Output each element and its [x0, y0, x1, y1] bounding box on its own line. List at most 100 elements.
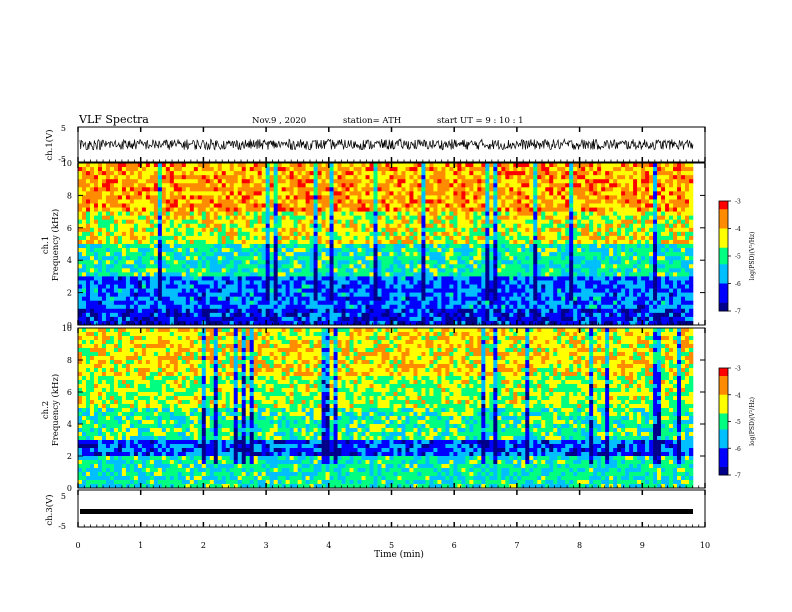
spectrogram-cell	[433, 288, 438, 293]
spectrogram-cell	[345, 316, 350, 322]
spectrogram-cell	[453, 175, 458, 180]
spectrogram-cell	[369, 292, 374, 297]
spectrogram-cell	[521, 284, 526, 289]
spectrogram-cell	[497, 264, 502, 269]
spectrogram-cell	[145, 207, 151, 212]
spectrogram-cell	[553, 163, 558, 168]
spectrogram-cell	[78, 227, 83, 233]
spectrogram-cell	[245, 199, 251, 204]
spectrogram-cell	[121, 272, 127, 277]
spectrogram-cell	[309, 252, 314, 257]
spectrogram-cell	[505, 260, 510, 265]
spectrogram-cell	[433, 211, 438, 216]
spectrogram-cell	[517, 167, 522, 172]
spectrogram-cell	[193, 223, 199, 229]
spectrogram-cell	[101, 175, 107, 180]
spectrogram-cell	[561, 268, 566, 273]
spectrogram-cell	[301, 312, 306, 318]
spectrogram-cell	[165, 191, 171, 196]
spectrogram-cell	[245, 252, 251, 257]
spectrogram-cell	[225, 203, 231, 208]
spectrogram-cell	[377, 280, 382, 285]
spectrogram-cell	[565, 272, 570, 277]
spectrogram-cell	[357, 195, 362, 200]
spectrogram-cell	[145, 163, 151, 168]
spectrogram-cell	[521, 288, 526, 293]
spectrogram-cell	[365, 219, 370, 225]
spectrogram-cell	[445, 304, 450, 310]
spectrogram-cell	[197, 171, 203, 176]
spectrogram-cell	[245, 288, 251, 293]
spectrogram-cell	[241, 244, 247, 249]
spectrogram-cell	[549, 171, 554, 176]
spectrogram-cell	[78, 268, 83, 273]
spectrogram-cell	[225, 207, 231, 212]
spectrogram-cell	[521, 276, 526, 281]
spectrogram-cell	[149, 276, 155, 281]
spectrogram-cell	[509, 227, 514, 233]
spectrogram-cell	[177, 280, 183, 285]
spectrogram-cell	[361, 252, 366, 257]
spectrogram-cell	[205, 264, 211, 269]
spectrogram-cell	[125, 268, 131, 273]
spectrogram-cell	[561, 312, 566, 318]
spectrogram-cell	[93, 248, 99, 253]
spectrogram-cell	[205, 187, 211, 192]
spectrogram-cell	[289, 227, 294, 233]
spectrogram-cell	[129, 280, 135, 285]
spectrogram-cell	[277, 272, 282, 277]
spectrogram-cell	[265, 183, 270, 188]
spectrogram-cell	[233, 175, 239, 180]
spectrogram-cell	[317, 175, 322, 180]
spectrogram-cell	[109, 308, 115, 314]
spectrogram-cell	[389, 288, 394, 293]
spectrogram-cell	[345, 191, 350, 196]
spectrogram-cell	[377, 284, 382, 289]
spectrogram-cell	[241, 219, 247, 225]
spectrogram-cell	[209, 304, 215, 310]
spectrogram-cell	[85, 256, 91, 261]
spectrogram-cell	[409, 183, 414, 188]
spectrogram-cell	[509, 199, 514, 204]
spectrogram-cell	[293, 203, 298, 208]
spectrogram-cell	[341, 252, 346, 257]
spectrogram-cell	[173, 167, 179, 172]
spectrogram-cell	[97, 288, 103, 293]
spectrogram-cell	[265, 308, 270, 314]
spectrogram-cell	[357, 268, 362, 273]
spectrogram-cell	[449, 244, 454, 249]
spectrogram-cell	[113, 207, 119, 212]
spectrogram-cell	[529, 308, 534, 314]
spectrogram-cell	[85, 276, 91, 281]
spectrogram-cell	[237, 223, 243, 229]
spectrogram-cell	[485, 227, 490, 233]
spectrogram-cell	[313, 223, 318, 229]
spectrogram-cell	[313, 215, 318, 220]
spectrogram-cell	[225, 264, 231, 269]
spectrogram-cell	[505, 284, 510, 289]
spectrogram-cell	[393, 179, 398, 184]
spectrogram-cell	[273, 312, 278, 318]
spectrogram-cell	[485, 239, 490, 245]
spectrogram-cell	[373, 288, 378, 293]
spectrogram-cell	[301, 183, 306, 188]
spectrogram-cell	[453, 256, 458, 261]
spectrogram-cell	[329, 179, 334, 184]
spectrogram-cell	[337, 312, 342, 318]
spectrogram-cell	[333, 244, 338, 249]
spectrogram-cell	[365, 215, 370, 220]
spectrogram-cell	[297, 276, 302, 281]
spectrogram-cell	[241, 239, 247, 245]
spectrogram-cell	[293, 288, 298, 293]
spectrogram-cell	[537, 191, 542, 196]
spectrogram-cell	[457, 215, 462, 220]
spectrogram-cell	[197, 312, 203, 318]
spectrogram-cell	[525, 195, 530, 200]
spectrogram-cell	[433, 219, 438, 225]
spectrogram-cell	[209, 276, 215, 281]
spectrogram-cell	[325, 296, 330, 301]
spectrogram-cell	[545, 191, 550, 196]
spectrogram-cell	[217, 163, 223, 168]
spectrogram-cell	[537, 312, 542, 318]
spectrogram-cell	[253, 211, 258, 216]
